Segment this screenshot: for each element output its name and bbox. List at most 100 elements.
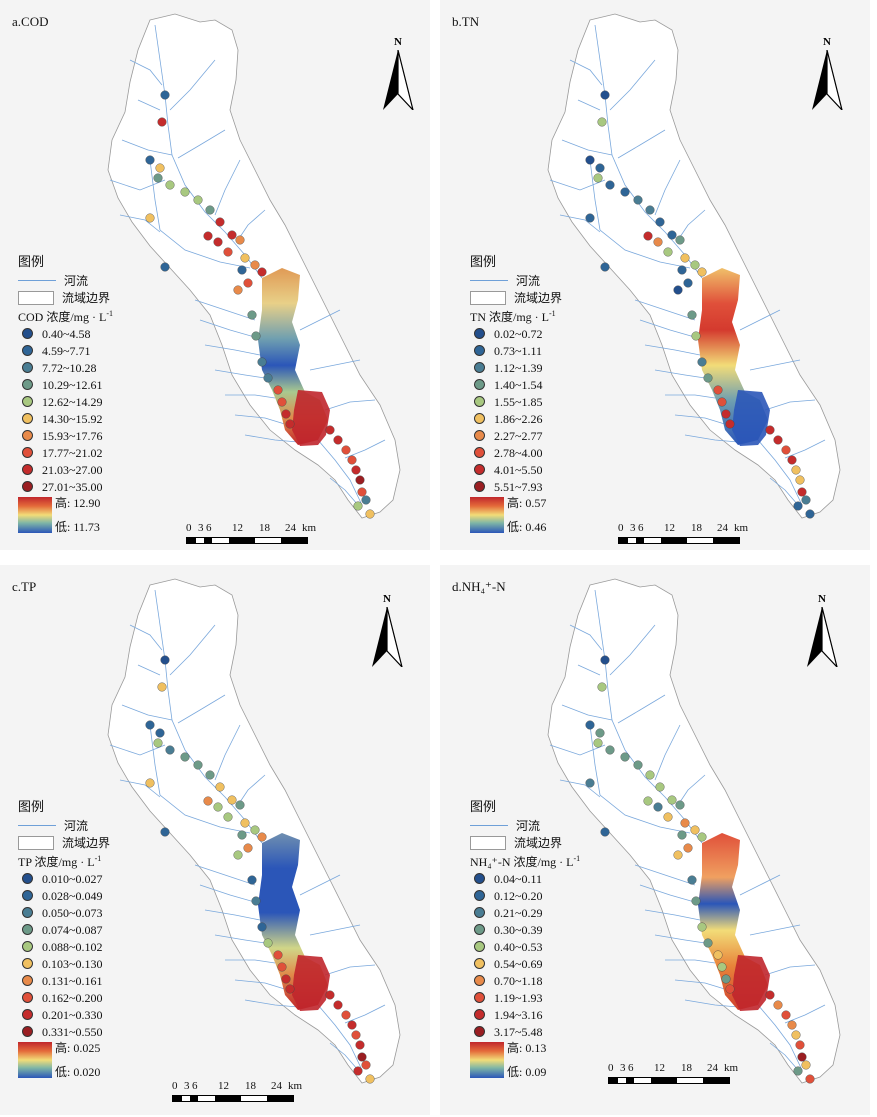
sampling-site-point bbox=[347, 455, 357, 465]
river-line bbox=[244, 434, 299, 443]
river-line bbox=[617, 694, 666, 724]
legend-boundary-row: 流域边界 bbox=[18, 834, 110, 851]
sampling-site-point bbox=[353, 1066, 363, 1076]
river-line bbox=[684, 999, 739, 1008]
scale-tick-label: 0 bbox=[608, 1062, 614, 1074]
sampling-site-point bbox=[251, 331, 261, 341]
scale-segment bbox=[636, 538, 644, 543]
river-line bbox=[225, 394, 276, 399]
scale-unit: km bbox=[302, 522, 317, 534]
surface-ramp: 高: 0.57 低: 0.46 bbox=[470, 497, 562, 533]
sampling-site-point bbox=[333, 435, 343, 445]
sampling-site-point bbox=[277, 962, 287, 972]
sampling-site-point bbox=[243, 843, 253, 853]
sampling-site-point bbox=[655, 217, 665, 227]
scale-tick-label: 24 bbox=[285, 522, 296, 534]
sampling-site-point bbox=[691, 331, 701, 341]
sampling-site-point bbox=[773, 435, 783, 445]
concentration-title-text: TN 浓度/mg · L bbox=[470, 310, 549, 324]
sampling-site-point bbox=[805, 1074, 815, 1084]
sampling-site-point bbox=[250, 260, 260, 270]
sampling-site-point bbox=[145, 778, 155, 788]
river-line bbox=[654, 934, 706, 944]
ramp-low-label: 低: 0.46 bbox=[507, 520, 547, 534]
sampling-site-point bbox=[247, 875, 257, 885]
basin-map-nh4n bbox=[547, 578, 841, 1084]
class-dot-icon bbox=[22, 379, 33, 390]
map-legend: 图例 河流 流域边界 COD 浓度/mg · L-1 0.40~4.58 4.59~7.7… bbox=[18, 255, 113, 533]
scale-segment bbox=[626, 1078, 634, 1083]
sampling-site-point bbox=[721, 409, 731, 419]
scale-tick-label: 24 bbox=[717, 522, 728, 534]
sampling-site-point bbox=[633, 760, 643, 770]
river-line bbox=[764, 399, 816, 411]
river-line bbox=[677, 774, 706, 806]
class-dot-icon bbox=[22, 430, 33, 441]
scale-bar-segments bbox=[172, 1095, 294, 1102]
river-line bbox=[559, 779, 601, 798]
class-range-label: 0.331~0.550 bbox=[42, 1024, 103, 1039]
sampling-site-point bbox=[145, 720, 155, 730]
legend-boundary-row: 流域边界 bbox=[470, 834, 580, 851]
scale-segment bbox=[215, 1096, 241, 1101]
scale-segment bbox=[255, 538, 281, 543]
concentration-title-exponent: -1 bbox=[106, 309, 114, 318]
sampling-site-point bbox=[355, 475, 365, 485]
river-line bbox=[129, 624, 163, 651]
legend-class-row: 2.78~4.00 bbox=[470, 444, 562, 461]
class-range-label: 21.03~27.00 bbox=[42, 462, 103, 477]
legend-class-row: 0.40~4.58 bbox=[18, 325, 113, 342]
river-line bbox=[569, 59, 603, 86]
river-line bbox=[589, 159, 691, 269]
sampling-site-point bbox=[787, 455, 797, 465]
scale-segment bbox=[634, 1078, 651, 1083]
river-line bbox=[121, 704, 173, 721]
sampling-site-point bbox=[157, 117, 167, 127]
ramp-labels: 高: 0.025 低: 0.020 bbox=[55, 1042, 100, 1078]
sampling-site-point bbox=[585, 778, 595, 788]
sampling-site-point bbox=[205, 205, 215, 215]
sampling-site-point bbox=[677, 830, 687, 840]
river-line bbox=[119, 779, 161, 798]
sampling-site-point bbox=[257, 832, 267, 842]
scale-tick-label: 12 bbox=[232, 522, 243, 534]
sampling-site-point bbox=[257, 922, 267, 932]
river-line bbox=[309, 359, 361, 371]
class-range-label: 1.40~1.54 bbox=[494, 377, 543, 392]
sampling-site-point bbox=[251, 896, 261, 906]
class-range-label: 0.050~0.073 bbox=[42, 905, 103, 920]
sampling-site-point bbox=[353, 501, 363, 511]
scale-unit: km bbox=[724, 1062, 739, 1074]
river-line bbox=[757, 439, 803, 506]
class-dot-icon bbox=[474, 1026, 485, 1037]
class-dot-icon bbox=[474, 396, 485, 407]
north-label: N bbox=[394, 36, 402, 48]
sampling-site-point bbox=[160, 827, 170, 837]
class-dot-icon bbox=[22, 362, 33, 373]
sampling-site-point bbox=[703, 373, 713, 383]
sampling-site-point bbox=[697, 832, 707, 842]
legend-river-label: 河流 bbox=[64, 273, 89, 288]
legend-class-row: 4.01~5.50 bbox=[470, 461, 562, 478]
ramp-low-label: 低: 0.020 bbox=[55, 1065, 101, 1079]
sampling-site-point bbox=[677, 265, 687, 275]
river-line bbox=[344, 439, 386, 459]
river-line bbox=[674, 414, 729, 426]
color-ramp bbox=[18, 1042, 52, 1078]
class-range-label: 0.54~0.69 bbox=[494, 956, 543, 971]
scale-segment bbox=[198, 1096, 215, 1101]
sampling-site-point bbox=[683, 278, 693, 288]
basin-map-cod bbox=[107, 13, 401, 519]
legend-boundary-label: 流域边界 bbox=[514, 835, 563, 850]
class-dot-icon bbox=[22, 958, 33, 969]
river-line bbox=[194, 864, 256, 886]
sampling-site-point bbox=[801, 495, 811, 505]
scale-segment bbox=[651, 1078, 677, 1083]
sampling-site-point bbox=[663, 247, 673, 257]
interpolated-surface-south bbox=[732, 955, 770, 1011]
class-range-label: 0.028~0.049 bbox=[42, 888, 103, 903]
river-line bbox=[317, 1004, 363, 1071]
class-range-label: 2.27~2.77 bbox=[494, 428, 543, 443]
sampling-site-point bbox=[667, 795, 677, 805]
river-line bbox=[609, 59, 656, 111]
